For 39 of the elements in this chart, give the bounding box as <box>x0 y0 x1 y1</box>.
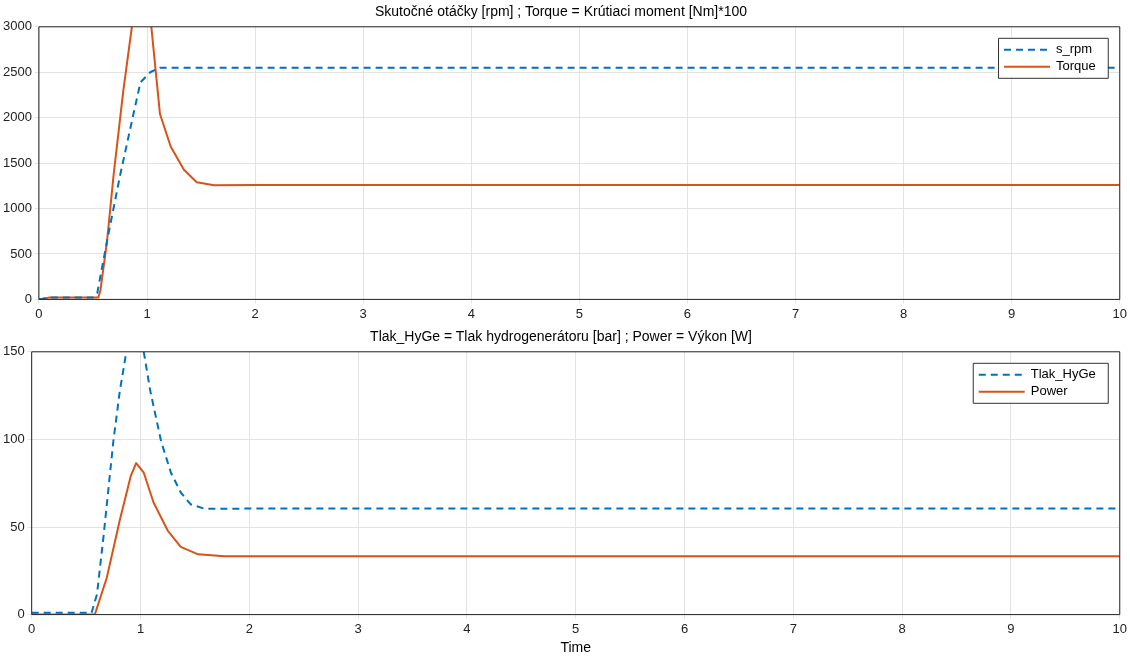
x-tick-label: 3 <box>359 305 367 321</box>
x-tick-label: 0 <box>35 305 43 321</box>
x-tick-label: 4 <box>463 620 471 636</box>
x-tick-label: 7 <box>791 305 800 321</box>
x-tick-label: 10 <box>1112 305 1127 321</box>
y-tick-label: 0 <box>17 606 25 622</box>
y-tick-label: 150 <box>2 343 25 359</box>
y-tick-label: 2000 <box>3 109 32 125</box>
legend-label: Power <box>1030 383 1069 399</box>
y-tick-label: 1000 <box>3 200 32 216</box>
y-tick-label: 3000 <box>3 18 32 34</box>
legend-label: Tlak_HyGe <box>1030 366 1096 382</box>
legend-label: s_rpm <box>1056 41 1093 57</box>
x-tick-label: 5 <box>575 305 583 321</box>
x-tick-label: 5 <box>572 620 580 636</box>
x-tick-label: 6 <box>680 620 689 636</box>
y-tick-label: 1500 <box>3 154 32 170</box>
x-tick-label: 9 <box>1008 305 1016 321</box>
x-tick-label: 1 <box>143 305 151 321</box>
x-tick-label: 6 <box>683 305 692 321</box>
x-tick-label: 2 <box>251 305 259 321</box>
chart-title: Skutočné otáčky [rpm] ; Torque = Krútiaci moment [Nm]*100 <box>374 3 748 20</box>
x-tick-label: 8 <box>899 305 908 321</box>
y-tick-label: 100 <box>2 430 25 446</box>
x-tick-label: 3 <box>354 620 362 636</box>
chart-title: Tlak_HyGe = Tlak hydrogenerátoru [bar] ; Power = Výkon [W] <box>370 328 752 345</box>
x-axis-title: Time <box>560 639 592 656</box>
x-tick-label: 10 <box>1112 620 1127 636</box>
y-tick-label: 50 <box>10 518 25 534</box>
x-tick-label: 4 <box>467 305 475 321</box>
x-tick-label: 9 <box>1007 620 1015 636</box>
x-tick-label: 7 <box>789 620 797 636</box>
x-tick-label: 2 <box>245 620 253 636</box>
y-tick-label: 2500 <box>3 63 32 79</box>
y-tick-label: 0 <box>24 290 32 306</box>
legend-label: Torque <box>1056 58 1096 74</box>
y-tick-label: 500 <box>10 245 32 261</box>
x-tick-label: 8 <box>898 620 906 636</box>
x-tick-label: 1 <box>136 620 145 636</box>
